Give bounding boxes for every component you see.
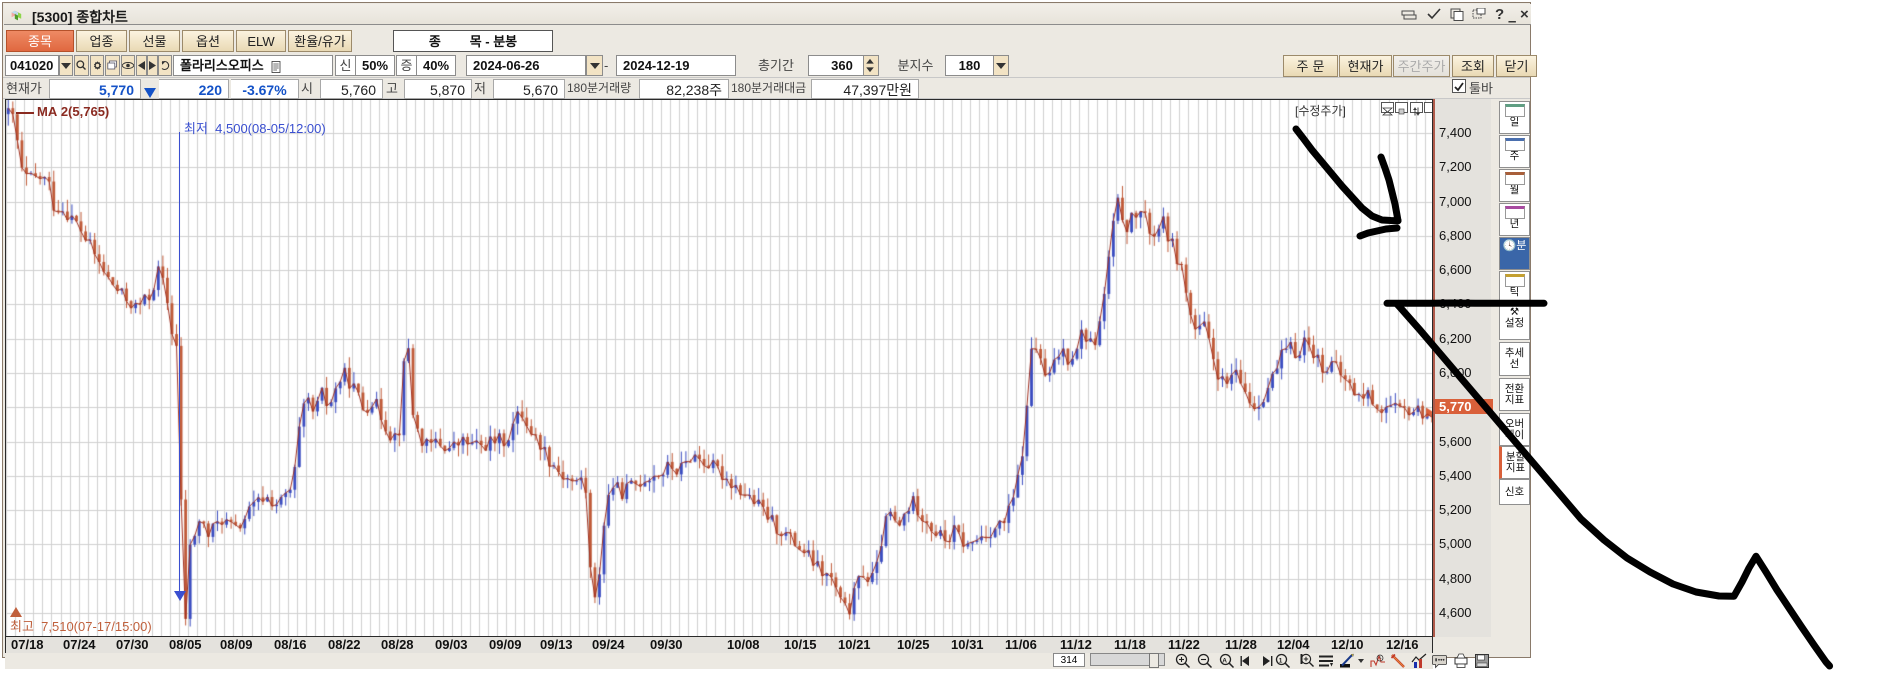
svg-text:1: 1 — [1279, 657, 1283, 664]
svg-text:A: A — [1222, 657, 1227, 664]
